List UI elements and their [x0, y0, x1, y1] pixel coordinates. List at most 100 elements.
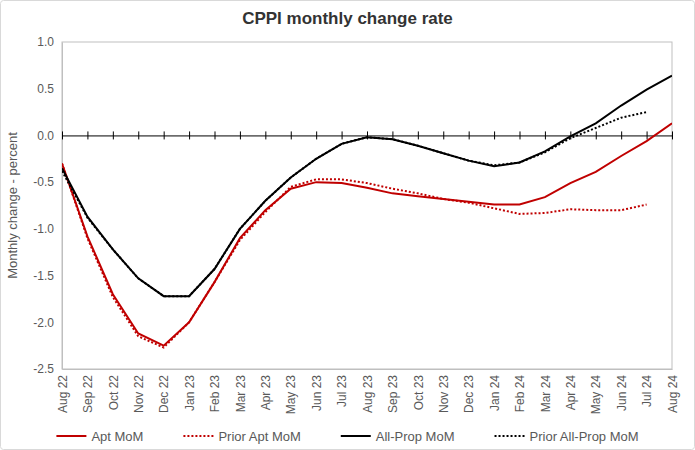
x-tick-label: Jun 24 — [615, 375, 629, 411]
y-tick-label: -1.0 — [33, 222, 54, 236]
x-tick — [520, 131, 521, 139]
x-tick — [596, 131, 597, 139]
x-tick-label-group: Apr 24 — [564, 369, 578, 410]
y-axis-line — [62, 43, 63, 370]
y-tick: -2.5 — [33, 362, 62, 376]
x-tick-label: May 24 — [589, 375, 603, 415]
y-tick-label: 0.0 — [37, 129, 54, 143]
x-tick-label: May 23 — [284, 375, 298, 415]
y-tick-label: 1.0 — [37, 35, 54, 49]
x-tick-label-group: Mar 23 — [234, 369, 248, 412]
x-tick — [291, 131, 292, 139]
x-axis-bottom-line — [63, 369, 673, 370]
x-tick-label: Sep 23 — [386, 375, 400, 413]
series-line — [62, 163, 647, 347]
x-tick — [215, 131, 216, 139]
x-tick-label-group: May 23 — [284, 369, 298, 414]
x-tick — [62, 131, 63, 139]
x-tick-label-group: Aug 23 — [361, 369, 375, 413]
x-tick-label-group: Apr 23 — [259, 369, 273, 410]
x-tick-label-group: Mar 24 — [539, 369, 553, 412]
x-tick-label: Feb 24 — [513, 375, 527, 413]
x-tick-label-group: Dec 23 — [462, 369, 476, 413]
x-tick-mark — [164, 131, 165, 139]
x-tick-mark — [520, 131, 521, 139]
x-tick-label: Aug 23 — [361, 375, 375, 413]
x-tick-label: Oct 22 — [107, 375, 121, 411]
y-tick-label: -0.5 — [33, 175, 54, 189]
chart-border — [1, 1, 695, 450]
series-line — [62, 123, 672, 345]
plot-frame — [62, 42, 672, 369]
x-tick — [342, 131, 343, 139]
x-tick — [418, 131, 419, 139]
x-tick-mark — [342, 131, 343, 139]
x-tick-label: Aug 24 — [666, 375, 680, 413]
x-tick-label-group: Nov 22 — [132, 369, 146, 413]
x-tick-mark — [240, 131, 241, 139]
legend: Apt MoMPrior Apt MoMAll-Prop MoMPrior Al… — [56, 429, 638, 444]
x-tick-label: Jul 24 — [640, 375, 654, 407]
x-tick-mark — [189, 131, 190, 139]
x-tick-label-group: Jul 23 — [335, 369, 349, 407]
x-tick-label: Apr 24 — [564, 375, 578, 411]
title: CPPI monthly change rate — [242, 9, 453, 28]
y-tick: -1.0 — [33, 222, 62, 236]
x-tick-label-group: Jan 23 — [183, 369, 197, 411]
legend-item: Prior All-Prop MoM — [495, 429, 639, 444]
y-tick: 0.5 — [37, 82, 62, 96]
x-tick — [138, 131, 139, 139]
y-tick: 0.0 — [37, 129, 62, 143]
x-tick-label: Aug 22 — [56, 375, 70, 413]
x-tick-mark — [62, 131, 63, 139]
x-tick — [443, 131, 444, 139]
legend-swatch — [56, 435, 86, 437]
x-tick-label-group: Oct 22 — [107, 369, 121, 410]
chart: CPPI monthly change rateMonthly change -… — [0, 0, 695, 450]
legend-swatch — [183, 435, 213, 437]
x-tick-label-group: Sep 22 — [81, 369, 95, 413]
x-tick — [316, 131, 317, 139]
x-tick-label-group: Jun 23 — [310, 369, 324, 411]
x-tick — [189, 131, 190, 139]
legend-swatch — [495, 435, 525, 437]
x-tick-label: Sep 22 — [81, 375, 95, 413]
x-tick-mark — [291, 131, 292, 139]
x-tick — [164, 131, 165, 139]
x-tick-label: Jun 23 — [310, 375, 324, 411]
x-tick-label-group: Jan 24 — [488, 369, 502, 411]
x-tick-label-group: Aug 24 — [666, 369, 680, 413]
x-tick — [113, 131, 114, 139]
x-tick — [621, 131, 622, 139]
x-tick-label-group: May 24 — [589, 369, 603, 414]
x-tick-mark — [469, 131, 470, 139]
x-tick — [672, 131, 673, 139]
y-tick-label: -1.5 — [33, 269, 54, 283]
x-tick-label-group: Dec 22 — [157, 369, 171, 413]
legend-label: Apt MoM — [91, 429, 143, 444]
x-tick-mark — [418, 131, 419, 139]
x-tick-label: Dec 22 — [157, 375, 171, 413]
y-tick: 1.0 — [37, 35, 62, 49]
x-tick — [545, 131, 546, 139]
x-tick-label: Mar 24 — [539, 375, 553, 413]
x-tick-label: Apr 23 — [259, 375, 273, 411]
legend-item: All-Prop MoM — [341, 429, 455, 444]
x-tick-label-group: Feb 23 — [208, 369, 222, 412]
legend-label: Prior All-Prop MoM — [530, 429, 639, 444]
x-tick-mark — [138, 131, 139, 139]
legend-item: Apt MoM — [56, 429, 143, 444]
x-tick-label-group: Aug 22 — [56, 369, 70, 413]
legend-label: All-Prop MoM — [376, 429, 455, 444]
x-tick — [647, 131, 648, 139]
x-tick-mark — [265, 131, 266, 139]
x-tick-label-group: Jul 24 — [640, 369, 654, 407]
x-tick-label: Mar 23 — [234, 375, 248, 413]
y-tick: -1.5 — [33, 269, 62, 283]
y-axis: -2.5-2.0-1.5-1.0-0.50.00.51.0 — [33, 35, 62, 376]
x-tick-label: Dec 23 — [462, 375, 476, 413]
x-tick-mark — [316, 131, 317, 139]
x-tick-label: Jul 23 — [335, 375, 349, 407]
x-tick-mark — [215, 131, 216, 139]
x-tick — [240, 131, 241, 139]
